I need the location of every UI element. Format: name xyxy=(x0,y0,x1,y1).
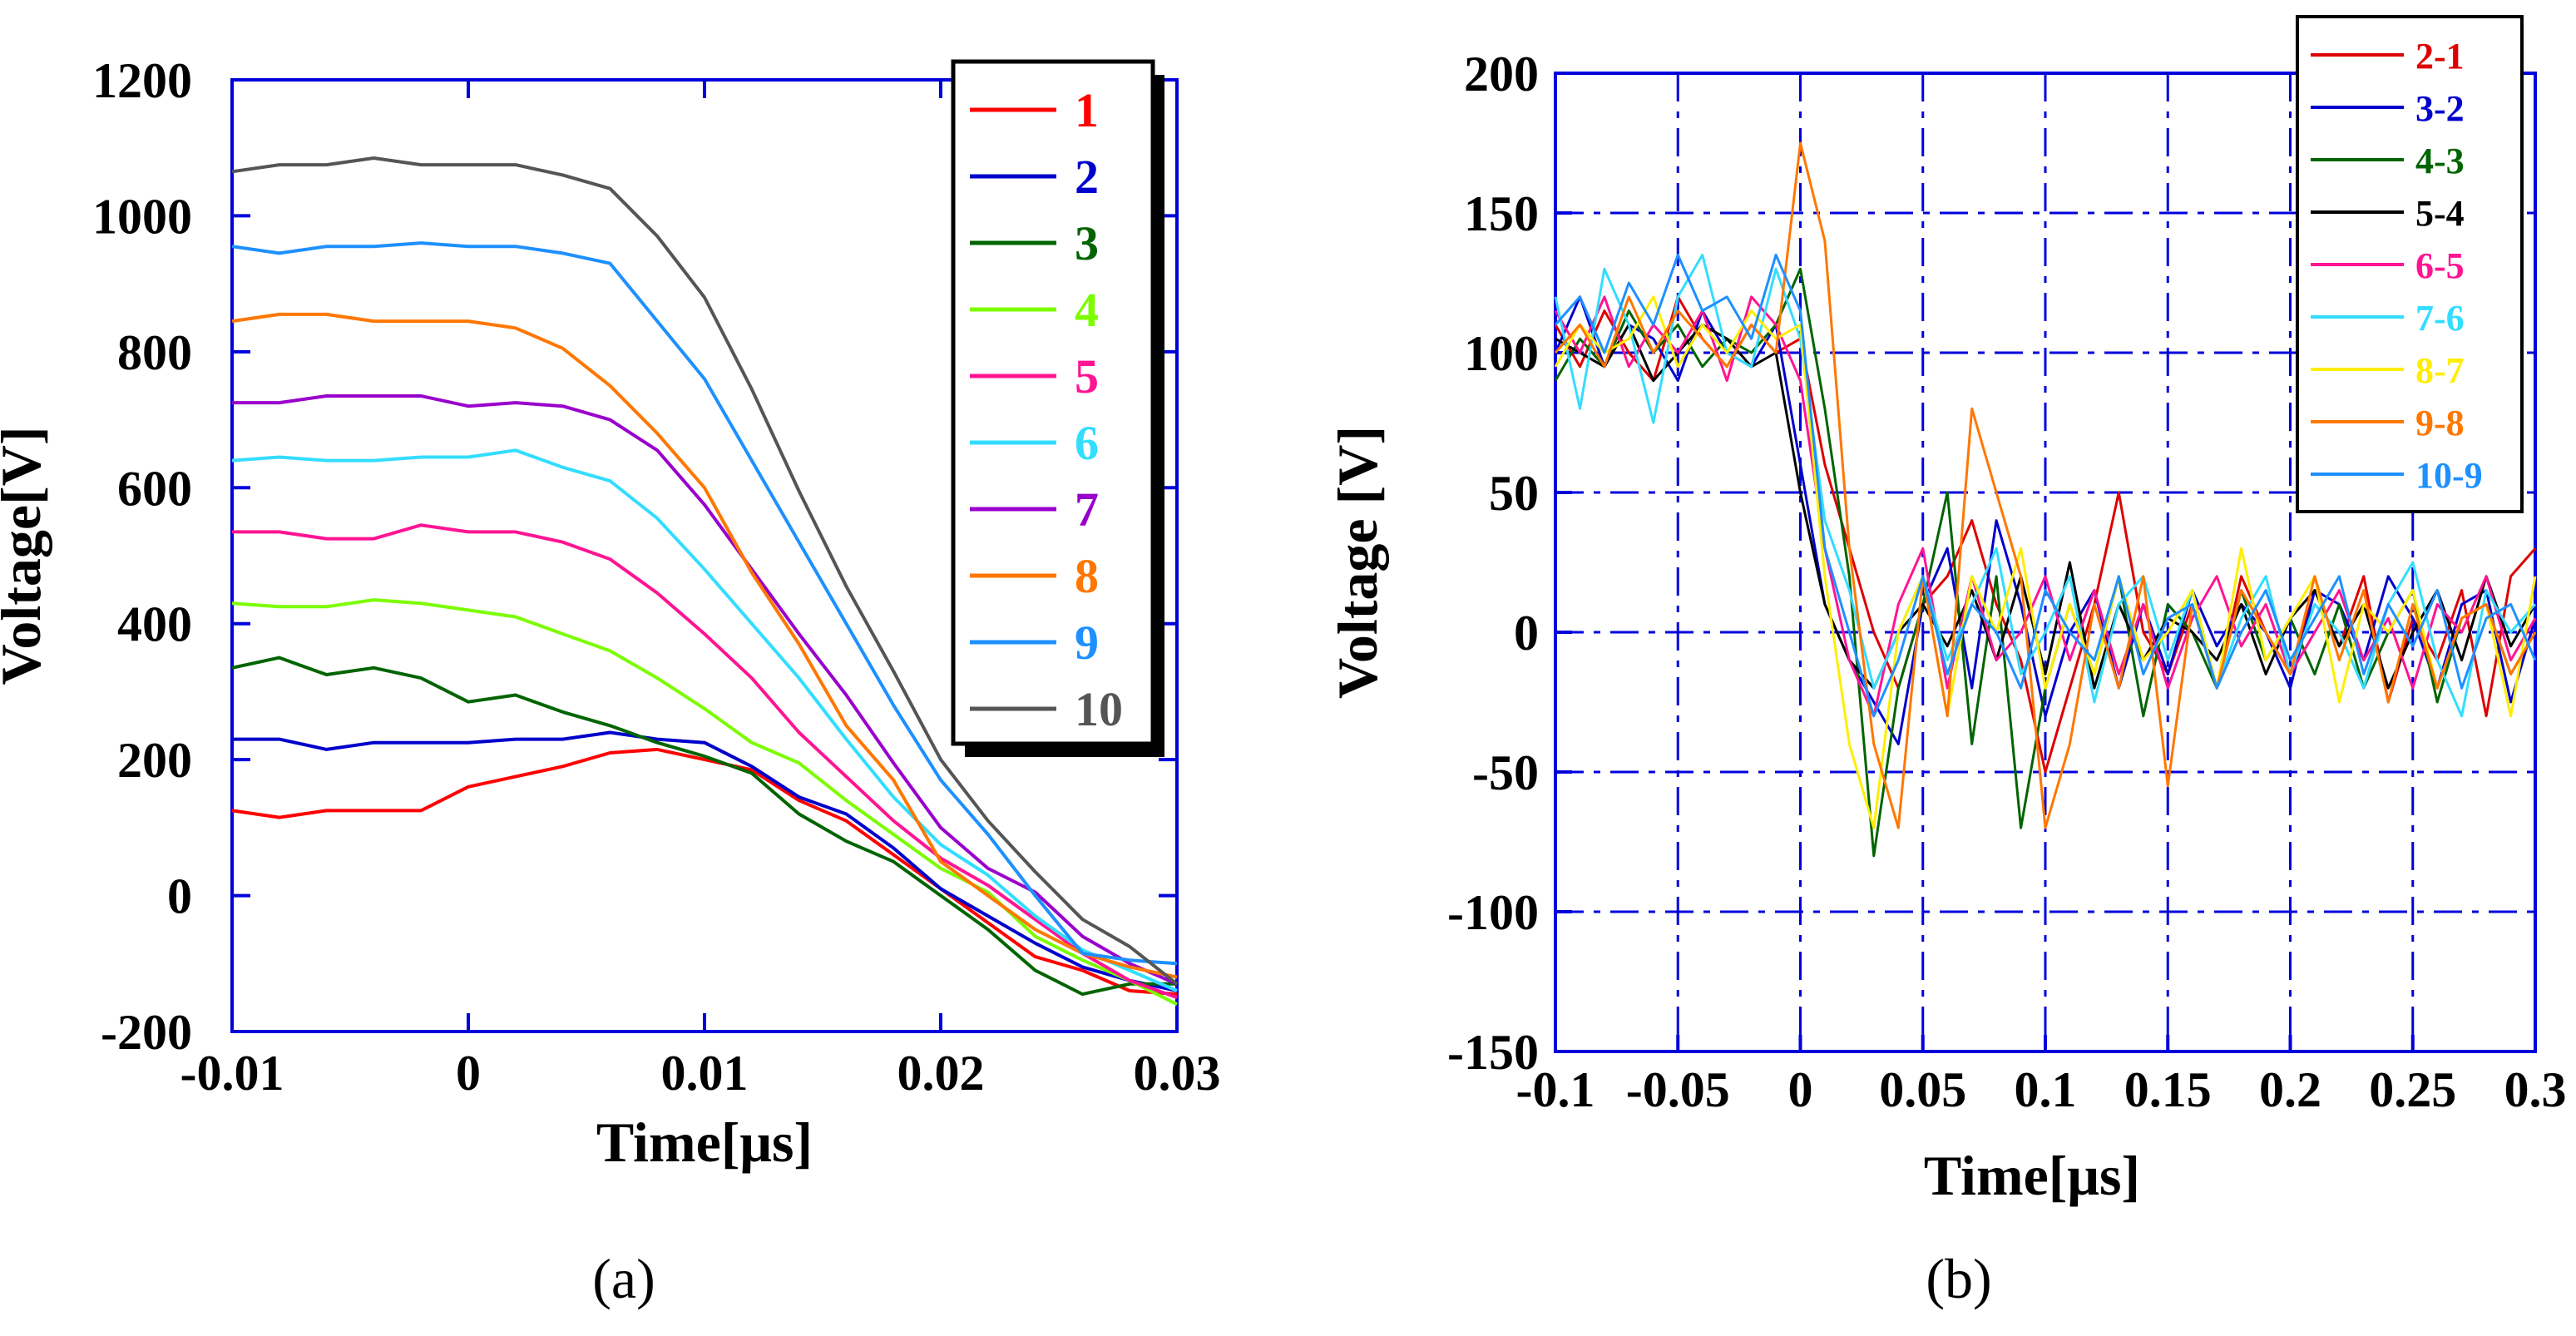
chart-a-series-8-line xyxy=(231,312,1178,979)
chart-a-y-tick-label: -200 xyxy=(101,1005,192,1060)
chart-b-y-tick-label: -150 xyxy=(1447,1025,1539,1080)
chart-b-legend-label-3-2: 3-2 xyxy=(2415,88,2465,129)
chart-b-y-tick-label: 200 xyxy=(1464,47,1539,101)
chart-a-x-tick-label: 0 xyxy=(456,1046,481,1101)
chart-b-series-10-9-line xyxy=(1554,253,2537,718)
chart-a-x-axis-title: Time[μs] xyxy=(596,1111,813,1174)
chart-a-y-tick-label: 1200 xyxy=(92,53,192,108)
chart-a-legend-label-7: 7 xyxy=(1075,482,1099,537)
chart-a-series-4-line xyxy=(231,598,1178,1007)
chart-b-x-tick-label: 0.3 xyxy=(2504,1062,2567,1117)
chart-a-legend-label-6: 6 xyxy=(1075,416,1099,470)
chart-b-x-tick-label: 0.25 xyxy=(2369,1062,2456,1117)
chart-a-legend-items: 1 2 3 4 5 6 7 8 9 10 xyxy=(970,83,1123,736)
chart-a-legend-label-4: 4 xyxy=(1075,283,1099,337)
chart-b-legend-label-5-4: 5-4 xyxy=(2415,193,2465,234)
chart-b-x-tick-label: 0.1 xyxy=(2015,1062,2077,1117)
chart-a-legend-label-1: 1 xyxy=(1075,83,1099,137)
chart-a-tick-labels: -0.01 0 0.01 0.02 0.03 -200 0 200 400 600 800 1000 1… xyxy=(92,53,1221,1101)
chart-b-x-axis-title: Time[μs] xyxy=(1924,1144,2140,1207)
chart-a-series-7-line xyxy=(232,394,1178,986)
chart-b-x-tick-label: 0.2 xyxy=(2259,1062,2321,1117)
chart-a-series-9-line xyxy=(231,241,1178,966)
chart-a-y-tick-label: 600 xyxy=(117,461,192,516)
chart-b-legend-label-6-5: 6-5 xyxy=(2415,245,2465,286)
chart-a-series-lines xyxy=(231,156,1179,1007)
chart-a-legend-label-2: 2 xyxy=(1075,150,1099,204)
chart-a-y-tick-label: 1000 xyxy=(92,189,192,244)
chart-b-x-tick-label: 0 xyxy=(1788,1062,1813,1117)
chart-a-x-tick-label: 0.02 xyxy=(897,1046,985,1101)
chart-a-legend-label-5: 5 xyxy=(1075,349,1099,403)
chart-b-legend-label-8-7: 8-7 xyxy=(2415,350,2465,391)
chart-b-series-7-6-line xyxy=(1554,253,2537,718)
chart-a-x-tick-label: 0.01 xyxy=(661,1046,749,1101)
chart-a-y-tick-label: 400 xyxy=(117,597,192,652)
chart-b-y-tick-label: -50 xyxy=(1472,745,1539,800)
chart-a-series-2-line xyxy=(232,730,1178,992)
chart-b-caption: (b) xyxy=(1926,1247,1991,1310)
chart-a-y-tick-label: 800 xyxy=(117,325,192,380)
chart-a-caption: (a) xyxy=(592,1247,655,1310)
chart-b-y-tick-label: 0 xyxy=(1514,606,1539,661)
chart-b-y-tick-label: -100 xyxy=(1447,885,1539,940)
chart-a-y-axis-title: Voltage[V] xyxy=(0,427,52,685)
chart-b-series-8-7-line xyxy=(1554,295,2537,829)
chart-a-y-tick-label: 0 xyxy=(167,869,192,924)
chart-b-y-tick-label: 100 xyxy=(1464,326,1539,381)
chart-b-x-tick-label: -0.1 xyxy=(1516,1062,1595,1117)
chart-b-legend-items: 2-1 3-2 4-3 5-4 6-5 7-6 8-7 9-8 10-9 xyxy=(2311,36,2483,496)
chart-b-series-9-8-line xyxy=(1554,141,2537,829)
chart-b-legend-label-4-3: 4-3 xyxy=(2415,141,2465,181)
chart-a-y-tick-label: 200 xyxy=(117,733,192,788)
chart-b-tick-labels: -0.1 -0.05 0 0.05 0.1 0.15 0.2 0.25 0.3 -150 -100 -… xyxy=(1447,47,2566,1117)
chart-a-series-6-line xyxy=(231,448,1178,992)
chart-b-x-tick-label: 0.05 xyxy=(1879,1062,1966,1117)
chart-a-x-tick-label: -0.01 xyxy=(180,1046,284,1101)
chart-a-series-5-line xyxy=(232,523,1178,999)
chart-a-legend: 1 2 3 4 5 6 7 8 9 10 xyxy=(951,59,1164,757)
chart-a-series-3-line xyxy=(231,656,1177,997)
chart-a-legend-label-8: 8 xyxy=(1075,549,1099,603)
chart-a-x-tick-label: 0.03 xyxy=(1134,1046,1221,1101)
chart-b-legend-label-10-9: 10-9 xyxy=(2415,455,2483,496)
chart-b-y-tick-label: 150 xyxy=(1464,186,1539,241)
chart-a-legend-label-9: 9 xyxy=(1075,616,1099,670)
chart-b-legend-label-2-1: 2-1 xyxy=(2415,36,2465,77)
chart-b-legend-label-9-8: 9-8 xyxy=(2415,403,2465,443)
chart-b-series-lines xyxy=(1554,141,2537,858)
chart-b-y-axis-title: Voltage [V] xyxy=(1326,426,1389,699)
chart-a-legend-label-10: 10 xyxy=(1075,682,1123,736)
chart-a-series-1-line xyxy=(231,747,1178,997)
chart-b-x-tick-label: 0.15 xyxy=(2124,1062,2212,1117)
chart-a-ticks xyxy=(230,78,1179,1033)
chart-a-series-10-line xyxy=(231,156,1179,986)
chart-a: -0.01 0 0.01 0.02 0.03 -200 0 200 400 600 800 1000 1… xyxy=(0,53,1221,1310)
chart-b-legend-label-7-6: 7-6 xyxy=(2415,298,2465,339)
chart-b-y-tick-label: 50 xyxy=(1489,466,1539,521)
chart-b-legend: 2-1 3-2 4-3 5-4 6-5 7-6 8-7 9-8 10-9 xyxy=(2296,15,2524,513)
chart-b: -0.1 -0.05 0 0.05 0.1 0.15 0.2 0.25 0.3 -150 -100 -… xyxy=(1326,15,2567,1310)
chart-a-legend-label-3: 3 xyxy=(1075,216,1099,270)
chart-b-x-tick-label: -0.05 xyxy=(1626,1062,1730,1117)
